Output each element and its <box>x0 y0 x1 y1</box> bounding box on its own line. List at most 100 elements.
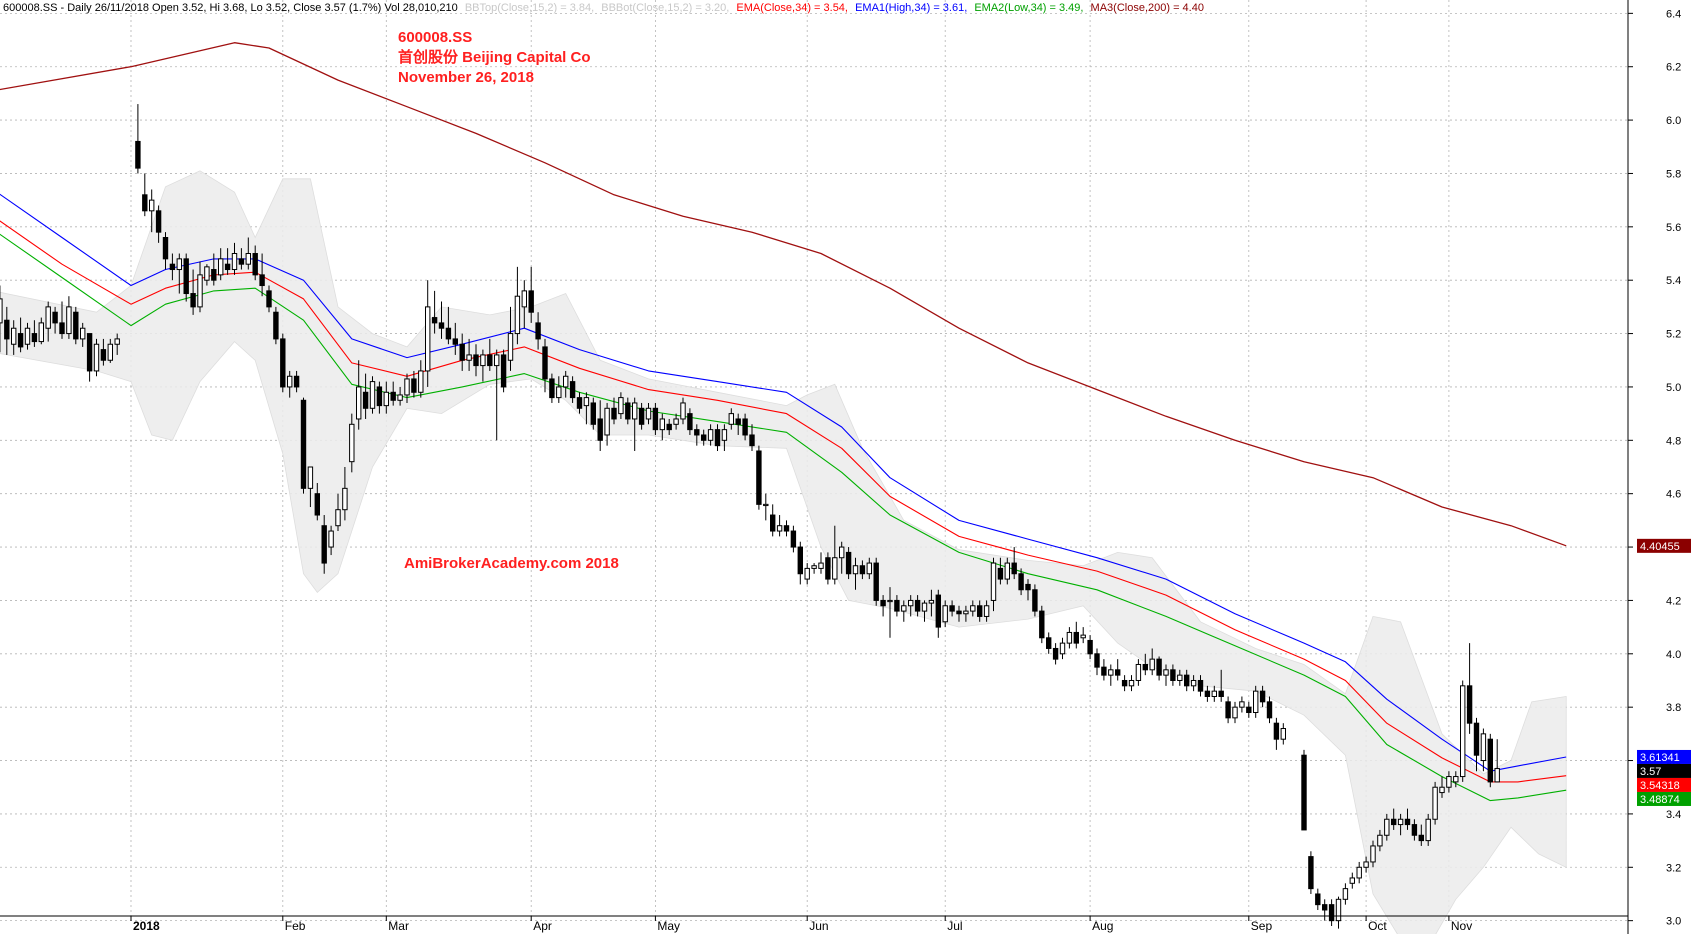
annotation-date: November 26, 2018 <box>398 69 534 86</box>
candle <box>1266 696 1273 724</box>
candle <box>707 424 714 446</box>
candle-body-down <box>535 322 541 340</box>
candle <box>1280 723 1286 745</box>
candle <box>1446 771 1452 793</box>
candle-body-down <box>1073 631 1079 644</box>
candle <box>894 595 900 617</box>
candle-body-up <box>1149 658 1155 671</box>
candle-body-up <box>425 306 431 372</box>
y-tick-label: 4.0 <box>1666 649 1681 661</box>
last-value-tag: 4.40455 <box>1637 538 1691 553</box>
candle-body-down <box>1328 904 1335 922</box>
candle <box>645 402 652 425</box>
y-tick-label: 4.8 <box>1666 435 1681 447</box>
x-tick-label: Mar <box>388 919 409 933</box>
candle-body-down <box>183 258 189 295</box>
candle <box>197 261 203 313</box>
candle <box>866 557 872 580</box>
candle-body-down <box>1322 904 1328 911</box>
candle-body-up <box>307 466 314 489</box>
candle-body-down <box>1391 818 1397 826</box>
candle <box>839 541 845 574</box>
candle <box>1397 813 1404 836</box>
candle <box>155 205 162 243</box>
candle-body-up <box>93 343 100 372</box>
candle-body-down <box>666 423 672 431</box>
y-tick-label: 3.2 <box>1666 862 1681 874</box>
candle-body-up <box>11 327 17 345</box>
candle <box>1046 632 1052 654</box>
candle-body-down <box>1225 701 1231 719</box>
candle-body-down <box>714 429 721 447</box>
candle <box>756 445 762 510</box>
x-tick-label: Aug <box>1092 919 1113 933</box>
candle-body-down <box>1156 658 1162 676</box>
candle-body-down <box>280 338 286 388</box>
candle-body-down <box>1411 824 1418 836</box>
candle <box>431 290 438 334</box>
candle <box>487 338 493 371</box>
last-value-tag: 3.54318 <box>1637 777 1691 792</box>
y-tick-label: 3.4 <box>1666 809 1681 821</box>
candle <box>949 600 955 617</box>
candle-body-down <box>155 210 162 233</box>
candle <box>832 525 838 585</box>
candle <box>245 237 252 270</box>
candle <box>1335 896 1342 929</box>
candle-body-down <box>1121 679 1128 687</box>
candle <box>721 424 728 451</box>
candle-body-down <box>1418 834 1424 842</box>
candle-body-up <box>1432 786 1438 820</box>
candle-body-up <box>556 386 562 399</box>
candle <box>445 306 452 345</box>
candle-body-down <box>859 565 866 575</box>
candle-body-up <box>1356 866 1362 879</box>
candle-body-up <box>0 298 3 324</box>
candle-body-down <box>977 605 983 617</box>
candle <box>1177 669 1183 686</box>
candle <box>342 467 348 521</box>
candle <box>1308 851 1314 894</box>
candle-body-down <box>756 450 762 505</box>
candle <box>418 360 424 398</box>
candle-body-down <box>1466 685 1473 724</box>
candle <box>1142 653 1148 676</box>
candle <box>880 595 886 617</box>
candle <box>1460 680 1466 782</box>
last-value-tag: 3.57 <box>1637 763 1691 778</box>
candle-body-down <box>694 429 700 436</box>
candle <box>1197 675 1204 697</box>
y-tick-label: 5.4 <box>1666 275 1681 287</box>
candle-body-up <box>1342 888 1349 900</box>
candle <box>1363 856 1369 873</box>
candle-body-down <box>1404 818 1411 826</box>
candle <box>859 560 866 580</box>
candle-body-up <box>1335 898 1342 922</box>
candle <box>1128 675 1135 692</box>
candle <box>1239 696 1245 713</box>
candle-body-up <box>176 258 183 271</box>
candle-body-up <box>1280 728 1286 740</box>
candle-body-up <box>404 378 410 396</box>
x-tick-label: Feb <box>285 919 306 933</box>
candle <box>852 557 859 590</box>
candle-body-down <box>914 599 921 612</box>
candle <box>804 563 810 585</box>
candle-body-up <box>563 375 569 388</box>
candle-body-down <box>142 194 148 212</box>
candle <box>1135 659 1142 686</box>
candle <box>480 349 486 382</box>
candle-body-down <box>1032 589 1038 612</box>
candle <box>404 373 410 403</box>
candle-body-up <box>583 397 590 407</box>
candle <box>452 322 459 355</box>
candle <box>86 333 93 382</box>
candle-body-down <box>266 290 272 308</box>
candle-body-up <box>1004 562 1010 580</box>
last-value-box <box>1637 749 1691 764</box>
candle-body-up <box>707 429 714 441</box>
candle-body-down <box>259 274 265 287</box>
candle <box>977 600 983 622</box>
candle <box>970 600 976 617</box>
